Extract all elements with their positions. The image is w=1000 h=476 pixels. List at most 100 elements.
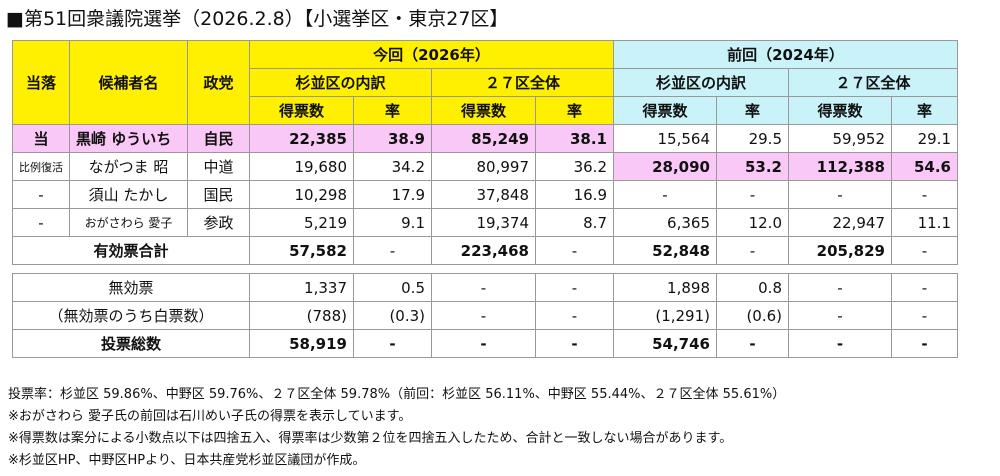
cur-all-rate: - <box>535 301 614 330</box>
cur-all-votes: 80,997 <box>431 152 536 181</box>
candidate-name: おがさわら 愛子 <box>69 208 188 237</box>
cur-sug-votes: 19,680 <box>249 152 354 181</box>
cur-sug-votes: 1,337 <box>249 273 354 302</box>
cur-sug-votes: 5,219 <box>249 208 354 237</box>
prev-all-votes: 59,952 <box>788 124 892 153</box>
candidate-name: 須山 たかし <box>69 180 188 209</box>
prev-all-rate: - <box>891 301 958 330</box>
header-row-2: 杉並区の内訳 ２７区全体 杉並区の内訳 ２７区全体 <box>13 68 958 97</box>
cur-all-votes: 37,848 <box>431 180 536 209</box>
cur-all-votes: - <box>431 273 536 302</box>
prev-all-votes: 112,388 <box>788 152 892 181</box>
valid-total-row: 有効票合計 57,582 - 223,468 - 52,848 - 205,82… <box>12 236 958 265</box>
result-cell: - <box>12 180 70 209</box>
prev-sug-votes: 54,746 <box>613 329 717 358</box>
cur-sug-votes: (788) <box>249 301 354 330</box>
cur-all-votes: - <box>431 301 536 330</box>
prev-sug-rate: - <box>716 236 789 265</box>
prev-sug-votes: - <box>613 180 717 209</box>
cur-sug-rate: - <box>353 329 432 358</box>
prev-sug-votes: 6,365 <box>613 208 717 237</box>
cur-sug-rate: 0.5 <box>353 273 432 302</box>
prev-all-rate: 29.1 <box>891 124 958 153</box>
result-cell: - <box>12 208 70 237</box>
prev-all-rate: 11.1 <box>891 208 958 237</box>
table-gap <box>13 265 958 274</box>
result-cell: 比例復活 <box>12 152 70 181</box>
total-row: 投票総数 58,919 - - - 54,746 - - - <box>12 329 958 358</box>
cur-sug-votes: 22,385 <box>249 124 354 153</box>
header-previous: 前回（2024年） <box>613 40 958 69</box>
cur-all-rate: - <box>535 236 614 265</box>
blank-row: （無効票のうち白票数） (788) (0.3) - - (1,291) (0.6… <box>12 301 958 330</box>
prev-all-votes: - <box>788 273 892 302</box>
cur-all-votes: 85,249 <box>431 124 536 153</box>
header-votes: 得票数 <box>431 96 536 125</box>
prev-sug-rate: 29.5 <box>716 124 789 153</box>
header-result: 当落 <box>12 40 70 125</box>
prev-all-rate: - <box>891 329 958 358</box>
header-votes: 得票数 <box>613 96 717 125</box>
party-cell: 自民 <box>187 124 250 153</box>
party-cell: 参政 <box>187 208 250 237</box>
prev-all-rate: - <box>891 236 958 265</box>
header-votes: 得票数 <box>249 96 354 125</box>
valid-total-label: 有効票合計 <box>12 236 250 265</box>
candidate-row: - おがさわら 愛子 参政 5,219 9.1 19,374 8.7 6,365… <box>12 208 958 237</box>
header-rate: 率 <box>353 96 432 125</box>
header-party: 政党 <box>187 40 250 125</box>
cur-all-rate: 38.1 <box>535 124 614 153</box>
result-cell: 当 <box>12 124 70 153</box>
invalid-label: 無効票 <box>12 273 250 302</box>
header-rate: 率 <box>716 96 789 125</box>
candidate-row: - 須山 たかし 国民 10,298 17.9 37,848 16.9 - - … <box>12 180 958 209</box>
prev-sug-votes: 15,564 <box>613 124 717 153</box>
cur-sug-rate: 38.9 <box>353 124 432 153</box>
cur-all-rate: 16.9 <box>535 180 614 209</box>
prev-sug-votes: (1,291) <box>613 301 717 330</box>
cur-all-rate: - <box>535 329 614 358</box>
cur-all-votes: - <box>431 329 536 358</box>
prev-sug-votes: 1,898 <box>613 273 717 302</box>
cur-all-votes: 19,374 <box>431 208 536 237</box>
prev-all-votes: 22,947 <box>788 208 892 237</box>
prev-all-votes: - <box>788 301 892 330</box>
header-prev-district: ２７区全体 <box>788 68 958 97</box>
cur-sug-rate: (0.3) <box>353 301 432 330</box>
results-table: 当落 候補者名 政党 今回（2026年） 前回（2024年） 杉並区の内訳 ２７… <box>12 40 958 358</box>
cur-sug-votes: 58,919 <box>249 329 354 358</box>
cur-all-rate: - <box>535 273 614 302</box>
cur-all-rate: 36.2 <box>535 152 614 181</box>
header-row-3: 得票数 率 得票数 率 得票数 率 得票数 率 <box>13 96 958 125</box>
header-rate: 率 <box>891 96 958 125</box>
prev-all-rate: - <box>891 273 958 302</box>
cur-sug-votes: 57,582 <box>249 236 354 265</box>
header-current: 今回（2026年） <box>249 40 614 69</box>
footnote: ※得票数は案分による小数点以下は四捨五入、得票率は少数第２位を四捨五入したため、… <box>8 431 733 446</box>
party-cell: 国民 <box>187 180 250 209</box>
header-cur-suginami: 杉並区の内訳 <box>249 68 432 97</box>
prev-all-votes: 205,829 <box>788 236 892 265</box>
prev-sug-rate: 53.2 <box>716 152 789 181</box>
footnote: ※おがさわら 愛子氏の前回は石川めい子氏の得票を表示しています。 <box>8 409 412 424</box>
candidate-name: 黒崎 ゆういち <box>69 124 188 153</box>
cur-all-votes: 223,468 <box>431 236 536 265</box>
prev-sug-rate: - <box>716 329 789 358</box>
prev-all-rate: 54.6 <box>891 152 958 181</box>
header-votes: 得票数 <box>788 96 892 125</box>
header-row-1: 当落 候補者名 政党 今回（2026年） 前回（2024年） <box>12 40 958 125</box>
header-name: 候補者名 <box>69 40 188 125</box>
prev-sug-votes: 28,090 <box>613 152 717 181</box>
header-prev-suginami: 杉並区の内訳 <box>613 68 789 97</box>
prev-all-votes: - <box>788 329 892 358</box>
prev-sug-rate: (0.6) <box>716 301 789 330</box>
turnout-note: 投票率：杉並区 59.86%、中野区 59.76%、２７区全体 59.78%（前… <box>8 387 786 402</box>
cur-all-rate: 8.7 <box>535 208 614 237</box>
prev-all-rate: - <box>891 180 958 209</box>
prev-all-votes: - <box>788 180 892 209</box>
prev-sug-rate: - <box>716 180 789 209</box>
header-rate: 率 <box>535 96 614 125</box>
header-cur-district: ２７区全体 <box>431 68 614 97</box>
prev-sug-rate: 0.8 <box>716 273 789 302</box>
party-cell: 中道 <box>187 152 250 181</box>
